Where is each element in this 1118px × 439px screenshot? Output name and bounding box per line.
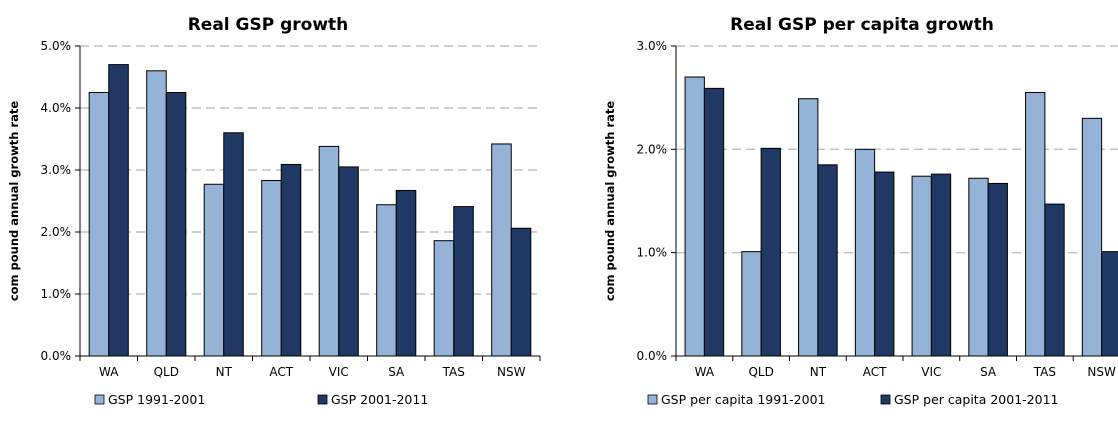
bar (854, 148, 876, 357)
bar (968, 177, 989, 357)
bar (741, 251, 762, 357)
x-tick-label: QLD (154, 365, 179, 379)
chart-real-gsp-growth: Real GSP growth com pound annual growth r… (7, 15, 541, 407)
bar (280, 163, 302, 357)
bar (817, 164, 838, 357)
bar (703, 87, 725, 357)
bar (453, 206, 474, 357)
x-tick-label: QLD (748, 365, 773, 379)
bar (510, 227, 532, 357)
y-tick-label: 2.0% (637, 142, 668, 156)
bar (1101, 251, 1118, 357)
x-tick-label: NT (810, 365, 827, 379)
legend-label: GSP per capita 2001-2011 (894, 392, 1058, 407)
x-tick-label: SA (388, 365, 405, 379)
legend-label: GSP 2001-2011 (331, 392, 428, 407)
legend-swatch (317, 394, 328, 405)
bar (88, 92, 110, 357)
bar (203, 183, 225, 357)
y-tick-label: 5.0% (41, 39, 72, 53)
bar (491, 143, 512, 357)
bar (1025, 92, 1046, 357)
y-tick-label: 2.0% (41, 225, 72, 239)
y-axis-label: com pound annual growth rate (7, 101, 21, 302)
bar (146, 70, 167, 357)
legend-label: GSP 1991-2001 (108, 392, 205, 407)
bar (1081, 117, 1103, 357)
y-axis-label: com pound annual growth rate (603, 101, 617, 302)
y-tick-label: 1.0% (637, 246, 668, 260)
x-tick-label: SA (980, 365, 997, 379)
x-tick-label: ACT (269, 365, 293, 379)
y-tick-label: 0.0% (637, 349, 668, 363)
chart-title: Real GSP per capita growth (730, 15, 994, 35)
bar (760, 147, 781, 357)
x-tick-label: TAS (1033, 365, 1056, 379)
x-tick-label: TAS (442, 365, 465, 379)
legend-label: GSP per capita 1991-2001 (661, 392, 825, 407)
bar (798, 98, 819, 357)
bar (338, 166, 359, 357)
bar (165, 92, 187, 357)
bar (261, 180, 282, 357)
bar (108, 64, 129, 357)
bar (223, 132, 244, 357)
x-tick-label: NSW (1087, 365, 1116, 379)
bar (376, 204, 397, 357)
x-tick-label: NSW (497, 365, 526, 379)
x-tick-label: WA (695, 365, 715, 379)
x-tick-label: VIC (329, 365, 349, 379)
bar (395, 189, 417, 357)
y-tick-label: 3.0% (637, 39, 668, 53)
y-tick-label: 1.0% (41, 287, 72, 301)
legend-swatch (880, 394, 891, 405)
x-tick-label: ACT (863, 365, 887, 379)
y-tick-label: 3.0% (41, 163, 72, 177)
bar (1044, 203, 1065, 357)
x-tick-label: WA (99, 365, 119, 379)
y-tick-label: 4.0% (41, 101, 72, 115)
bar (318, 145, 340, 357)
legend-swatch (94, 394, 105, 405)
chart-title: Real GSP growth (188, 15, 349, 35)
legend-swatch (647, 394, 658, 405)
bar (911, 175, 932, 357)
x-tick-label: VIC (921, 365, 941, 379)
bar (987, 182, 1008, 357)
x-tick-label: NT (216, 365, 233, 379)
bar (930, 173, 952, 357)
chart-real-gsp-per-capita-growth: Real GSP per capita growth com pound annu… (603, 15, 1118, 407)
y-tick-label: 0.0% (41, 349, 72, 363)
bar (874, 171, 895, 357)
bar (684, 76, 705, 357)
bar (433, 240, 455, 357)
